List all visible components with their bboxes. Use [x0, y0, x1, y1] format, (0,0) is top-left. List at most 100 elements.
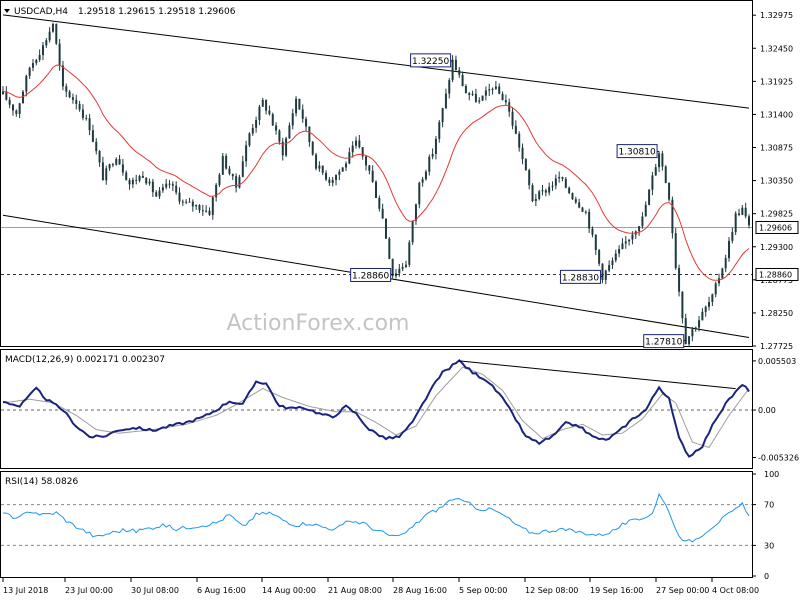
candle-body — [511, 111, 514, 126]
candle-body — [11, 104, 14, 111]
candle-body — [298, 98, 301, 110]
candle-body — [551, 185, 554, 187]
price-marker-box — [755, 267, 799, 281]
candle-body — [335, 174, 338, 180]
candle-body — [561, 177, 564, 179]
time-tick-label: 5 Sep 00:00 — [459, 586, 507, 595]
candle-body — [271, 114, 274, 126]
candle-body — [145, 177, 148, 184]
candle-body — [581, 207, 584, 212]
candle-body — [408, 242, 411, 265]
watermark: ActionForex.com — [227, 311, 410, 336]
time-tick-label: 21 Aug 08:00 — [328, 586, 382, 595]
candle-body — [438, 122, 441, 139]
candle-body — [684, 318, 687, 345]
candle-body — [744, 207, 747, 217]
candle-body — [215, 184, 218, 198]
candle-body — [691, 329, 694, 337]
rsi-panel[interactable] — [0, 471, 753, 578]
candle-body — [375, 181, 377, 199]
candle-body — [255, 119, 258, 128]
candle-body — [35, 59, 38, 64]
candle-body — [431, 153, 434, 157]
candle-body — [88, 118, 91, 131]
candle-body — [265, 99, 268, 111]
candle-body — [654, 167, 657, 176]
candle-body — [208, 210, 211, 215]
macd-header: MACD(12,26,9) 0.002171 0.002307 — [5, 355, 165, 365]
price-annotation-box — [616, 144, 658, 159]
candle-body — [38, 55, 41, 60]
time-tick-label: 27 Sep 00:00 — [656, 586, 709, 595]
macd-tick-label: 0.00 — [758, 406, 776, 415]
candle-body — [188, 201, 191, 203]
candle-body — [591, 228, 594, 235]
price-marker-box — [755, 220, 799, 234]
candle-body — [701, 311, 704, 321]
candle-body — [504, 100, 507, 103]
candle-body — [651, 175, 654, 190]
time-tick-label: 19 Sep 16:00 — [590, 586, 643, 595]
candle-body — [611, 260, 614, 266]
candle-body — [128, 180, 131, 185]
candle-body — [218, 174, 221, 185]
candle-body — [258, 106, 261, 120]
candle-body — [398, 268, 401, 274]
candle-body — [401, 266, 404, 269]
candle-body — [288, 125, 291, 139]
candle-body — [608, 265, 611, 271]
candle-body — [521, 147, 524, 160]
macd-divergence-line[interactable] — [459, 360, 736, 390]
candle-body — [85, 117, 88, 119]
candle-body — [15, 110, 18, 114]
candle-body — [268, 110, 271, 115]
candle-body — [518, 133, 521, 148]
candle-body — [225, 155, 228, 169]
candle-body — [501, 93, 504, 101]
price-panel[interactable] — [0, 0, 753, 347]
candle-body — [674, 233, 677, 269]
candle-body — [448, 80, 451, 94]
candle-body — [571, 193, 574, 200]
candle-body — [295, 98, 298, 114]
candle-body — [418, 182, 421, 205]
channel-upper-line[interactable] — [2, 14, 750, 109]
candle-body — [441, 108, 444, 123]
candle-body — [111, 164, 114, 166]
triangle-down-icon — [4, 9, 10, 13]
macd-signal-line — [2, 366, 750, 449]
candle-body — [328, 179, 331, 183]
rsi-header: RSI(14) 58.0826 — [5, 477, 78, 487]
macd-panel[interactable] — [0, 349, 753, 469]
candle-body — [131, 179, 134, 185]
candle-body — [598, 250, 601, 264]
candle-body — [468, 93, 471, 95]
candle-body — [345, 163, 348, 168]
candle-body — [484, 90, 487, 96]
candle-body — [724, 258, 727, 269]
candle-body — [404, 264, 407, 267]
candle-body — [588, 211, 591, 229]
candle-body — [318, 165, 321, 169]
candle-body — [624, 241, 627, 244]
candle-body — [554, 178, 557, 186]
candle-body — [391, 258, 394, 277]
candle-body — [108, 164, 111, 169]
candle-body — [8, 99, 11, 105]
candle-body — [178, 192, 181, 202]
candle-body — [558, 177, 561, 179]
candle-body — [574, 199, 577, 203]
price-marker-label: 1.29606 — [759, 223, 792, 232]
price-annotation-box — [350, 267, 392, 282]
candle-body — [211, 197, 214, 215]
candle-body — [251, 127, 254, 134]
candle-body — [358, 140, 361, 148]
candle-body — [434, 138, 437, 154]
candle-body — [158, 190, 161, 197]
candle-body — [694, 327, 697, 330]
price-tick-label: 1.29825 — [760, 210, 793, 219]
candle-body — [155, 192, 158, 197]
candle-body — [594, 234, 597, 251]
candle-body — [671, 199, 674, 234]
rsi-tick-label: 30 — [764, 541, 774, 550]
